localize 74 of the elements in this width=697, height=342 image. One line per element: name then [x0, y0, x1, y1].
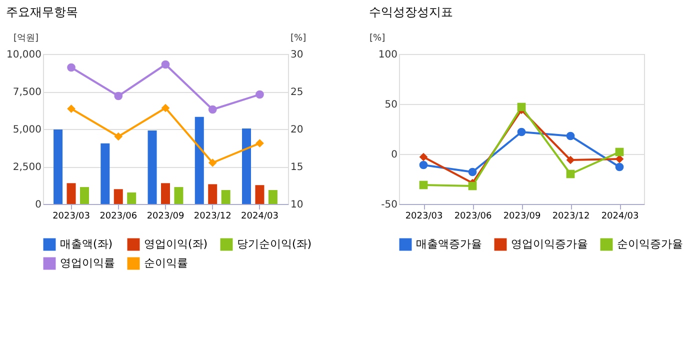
y-tick-label: 0 — [391, 150, 398, 160]
point — [615, 162, 624, 172]
y-tick-label: 7,500 — [12, 87, 42, 98]
y2-tick-label: 25 — [290, 87, 304, 98]
y2-tick-label: 10 — [290, 200, 304, 210]
y-tick-label: 5,000 — [12, 124, 42, 136]
x-tick-label: 2023/09 — [146, 212, 184, 222]
point — [468, 168, 477, 176]
point — [67, 104, 76, 113]
point — [208, 105, 217, 114]
y2-tick-label: 15 — [290, 162, 304, 173]
legend-label: 순이익률 — [144, 256, 188, 270]
y-axis-title: [억원] — [14, 34, 39, 44]
bar — [208, 184, 218, 204]
x-tick-label: 2023/09 — [503, 212, 541, 222]
y2-tick-label: 20 — [290, 124, 304, 136]
x-tick-label: 2023/06 — [100, 212, 138, 222]
point — [419, 152, 428, 162]
bar — [161, 183, 170, 204]
legend-label: 매출액(좌) — [60, 238, 113, 251]
point — [114, 92, 123, 100]
y2-axis-title: [%] — [290, 34, 306, 44]
bar — [127, 192, 136, 204]
x-tick-label: 2023/03 — [52, 212, 90, 222]
bar — [100, 143, 110, 204]
point — [256, 139, 264, 148]
bar — [194, 116, 204, 204]
point — [419, 160, 428, 170]
point — [517, 128, 526, 136]
bar — [114, 189, 123, 204]
legend-label: 영업이익률 — [60, 256, 115, 270]
y-tick-label: -50 — [381, 200, 398, 210]
point — [208, 158, 217, 167]
bar — [242, 128, 252, 204]
bar — [148, 130, 157, 204]
bar — [221, 190, 230, 204]
x-tick-label: 2024/03 — [241, 212, 278, 222]
x-tick-label: 2024/03 — [601, 212, 639, 222]
x-tick-label: 2023/12 — [194, 212, 232, 222]
point — [161, 104, 170, 112]
point — [114, 132, 123, 141]
y-tick-label: 0 — [35, 200, 42, 210]
bar — [54, 129, 63, 204]
bar — [174, 187, 184, 204]
y-tick-label: 2,500 — [12, 162, 42, 173]
bar — [80, 187, 89, 204]
point — [566, 170, 575, 178]
bar — [268, 190, 278, 204]
point — [517, 102, 526, 112]
point — [419, 180, 428, 190]
legend-label: 순이익증가율 — [617, 238, 683, 251]
legend-label: 영업이익증가율 — [511, 238, 588, 251]
point — [67, 63, 76, 72]
point — [468, 182, 477, 190]
chart-title: 주요재무항목 — [6, 5, 78, 19]
y-axis-title: [%] — [370, 34, 386, 44]
x-tick-label: 2023/12 — [552, 212, 590, 222]
chart-title: 수익성장성지표 — [369, 5, 453, 19]
y2-tick-label: 30 — [290, 50, 304, 60]
legend-label: 당기순이익(좌) — [237, 238, 312, 251]
point — [566, 132, 575, 140]
x-tick-label: 2023/03 — [405, 212, 443, 222]
point — [256, 90, 264, 99]
y-tick-label: 10,000 — [6, 50, 42, 60]
legend-label: 영업이익(좌) — [144, 238, 208, 251]
point — [615, 148, 624, 156]
x-tick-label: 2023/06 — [454, 212, 492, 222]
point — [566, 156, 575, 164]
point — [161, 60, 170, 69]
bar — [255, 185, 264, 204]
y-tick-label: 100 — [378, 50, 398, 60]
legend-label: 매출액증가율 — [416, 238, 482, 251]
y-tick-label: 50 — [384, 100, 398, 110]
bar — [66, 183, 76, 204]
